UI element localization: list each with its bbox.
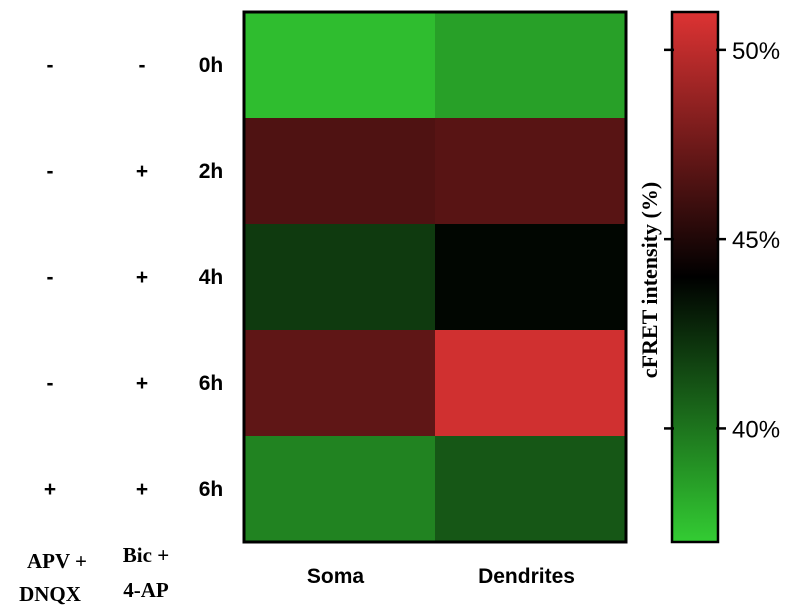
heatmap-cell (435, 224, 627, 331)
heatmap-cell (435, 118, 627, 225)
colorbar-tick-label: 45% (732, 227, 780, 254)
apv-dnqx-header-line1: APV + (27, 549, 87, 573)
apv-dnqx-marker: - (47, 372, 54, 395)
colorbar-tick-label: 40% (732, 416, 780, 443)
bic-4ap-header-line2: 4-AP (123, 578, 169, 602)
time-labels: 0h 2h 4h 6h 6h (199, 54, 224, 501)
heatmap-cell (435, 12, 627, 119)
time-label: 6h (199, 478, 224, 501)
condition-headers: APV + DNQX Bic + 4-AP (19, 543, 169, 606)
apv-dnqx-header-line2: DNQX (19, 582, 81, 606)
time-label: 2h (199, 160, 224, 183)
column-label: Dendrites (478, 565, 575, 588)
heatmap-cell (435, 330, 627, 437)
heatmap-cells (244, 12, 627, 543)
apv-dnqx-markers: - - - - + (44, 54, 56, 501)
heatmap-cell (435, 436, 627, 543)
colorbar-label: cFRET intensity (%) (637, 182, 662, 378)
bic-4ap-marker: + (136, 266, 148, 289)
bic-4ap-marker: - (139, 54, 146, 77)
heatmap-cell (244, 436, 436, 543)
heatmap-cell (244, 224, 436, 331)
column-label: Soma (307, 565, 365, 588)
colorbar-tick-label: 50% (732, 38, 780, 65)
colorbar (672, 12, 718, 542)
bic-4ap-markers: - + + + + (136, 54, 148, 501)
apv-dnqx-marker: - (47, 54, 54, 77)
apv-dnqx-marker: - (47, 266, 54, 289)
time-label: 6h (199, 372, 224, 395)
bic-4ap-header-line1: Bic + (123, 543, 169, 567)
bic-4ap-marker: + (136, 160, 148, 183)
heatmap-cell (244, 330, 436, 437)
apv-dnqx-marker: + (44, 478, 56, 501)
time-label: 4h (199, 266, 224, 289)
time-label: 0h (199, 54, 224, 77)
bic-4ap-marker: + (136, 478, 148, 501)
bic-4ap-marker: + (136, 372, 148, 395)
heatmap-cell (244, 118, 436, 225)
heatmap-cell (244, 12, 436, 119)
column-labels: Soma Dendrites (307, 565, 575, 588)
apv-dnqx-marker: - (47, 160, 54, 183)
